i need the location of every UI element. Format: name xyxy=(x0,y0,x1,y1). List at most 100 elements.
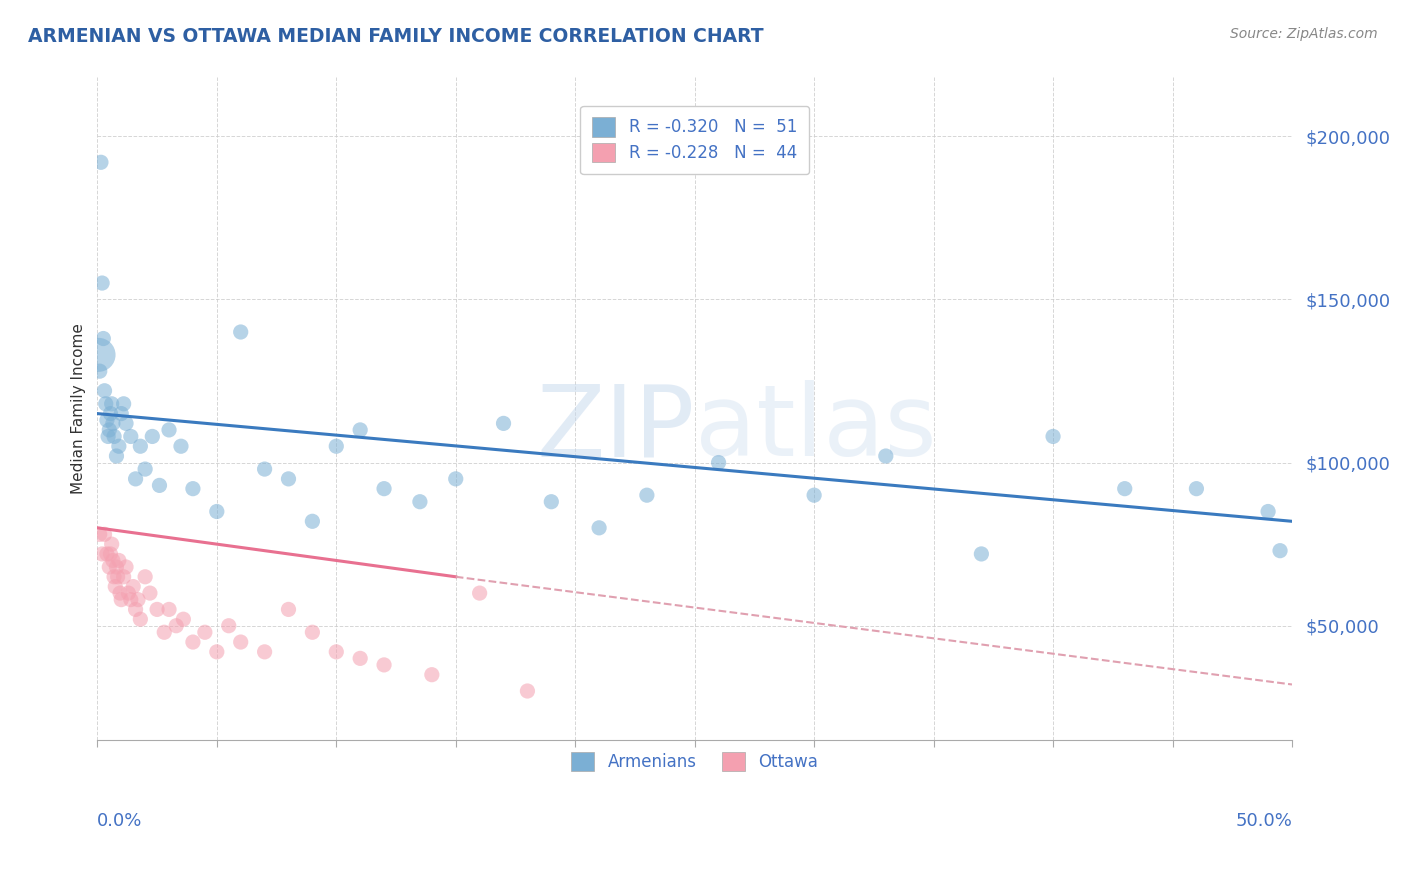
Point xyxy=(139,586,162,600)
Point xyxy=(707,456,730,470)
Point xyxy=(588,521,610,535)
Point xyxy=(1185,482,1208,496)
Point xyxy=(120,592,142,607)
Point xyxy=(373,482,395,496)
Point xyxy=(107,570,129,584)
Point xyxy=(108,553,131,567)
Point xyxy=(636,488,658,502)
Point xyxy=(105,449,128,463)
Point xyxy=(165,618,187,632)
Point xyxy=(103,429,125,443)
Point xyxy=(229,325,252,339)
Y-axis label: Median Family Income: Median Family Income xyxy=(72,323,86,494)
Point xyxy=(134,570,156,584)
Point xyxy=(146,602,169,616)
Point xyxy=(349,651,371,665)
Point xyxy=(253,462,276,476)
Point xyxy=(97,429,120,443)
Text: 0.0%: 0.0% xyxy=(97,812,143,830)
Point xyxy=(124,472,146,486)
Point xyxy=(103,570,125,584)
Point xyxy=(100,407,122,421)
Text: Source: ZipAtlas.com: Source: ZipAtlas.com xyxy=(1230,27,1378,41)
Point xyxy=(98,560,121,574)
Point xyxy=(516,684,538,698)
Point xyxy=(181,635,204,649)
Point xyxy=(409,494,432,508)
Point xyxy=(93,384,115,398)
Point xyxy=(205,504,228,518)
Legend: Armenians, Ottawa: Armenians, Ottawa xyxy=(564,746,825,778)
Point xyxy=(181,482,204,496)
Point xyxy=(129,439,152,453)
Point xyxy=(91,276,114,290)
Point xyxy=(110,407,132,421)
Point xyxy=(89,364,111,378)
Point xyxy=(104,580,127,594)
Point xyxy=(129,612,152,626)
Point xyxy=(100,397,122,411)
Point xyxy=(253,645,276,659)
Point xyxy=(91,332,114,346)
Text: ZIP: ZIP xyxy=(536,380,695,477)
Point xyxy=(1114,482,1136,496)
Point xyxy=(492,417,515,431)
Point xyxy=(100,537,122,551)
Point xyxy=(172,612,194,626)
Point xyxy=(277,472,299,486)
Point xyxy=(122,580,145,594)
Point xyxy=(141,429,163,443)
Point xyxy=(229,635,252,649)
Point xyxy=(127,592,149,607)
Point xyxy=(101,553,124,567)
Point xyxy=(540,494,562,508)
Point xyxy=(157,423,180,437)
Point xyxy=(444,472,467,486)
Text: ARMENIAN VS OTTAWA MEDIAN FAMILY INCOME CORRELATION CHART: ARMENIAN VS OTTAWA MEDIAN FAMILY INCOME … xyxy=(28,27,763,45)
Point xyxy=(101,417,124,431)
Point xyxy=(94,397,117,411)
Point xyxy=(112,397,135,411)
Point xyxy=(110,592,132,607)
Point xyxy=(115,417,138,431)
Point xyxy=(218,618,240,632)
Point xyxy=(98,423,121,437)
Point xyxy=(100,547,122,561)
Point xyxy=(468,586,491,600)
Point xyxy=(89,527,111,541)
Point xyxy=(325,645,347,659)
Point xyxy=(194,625,217,640)
Point xyxy=(120,429,142,443)
Point xyxy=(124,602,146,616)
Point xyxy=(91,547,114,561)
Text: atlas: atlas xyxy=(695,380,936,477)
Point xyxy=(153,625,176,640)
Point xyxy=(157,602,180,616)
Point xyxy=(349,423,371,437)
Point xyxy=(134,462,156,476)
Point xyxy=(105,560,128,574)
Point xyxy=(301,625,323,640)
Point xyxy=(87,348,110,362)
Point xyxy=(420,667,443,681)
Point xyxy=(93,527,115,541)
Point xyxy=(803,488,825,502)
Point xyxy=(1042,429,1064,443)
Point xyxy=(148,478,170,492)
Point xyxy=(108,586,131,600)
Point xyxy=(875,449,897,463)
Point xyxy=(301,514,323,528)
Point xyxy=(970,547,993,561)
Point xyxy=(112,570,135,584)
Point xyxy=(96,413,118,427)
Point xyxy=(90,155,112,169)
Point xyxy=(205,645,228,659)
Point xyxy=(325,439,347,453)
Point xyxy=(117,586,139,600)
Point xyxy=(170,439,193,453)
Text: 50.0%: 50.0% xyxy=(1234,812,1292,830)
Point xyxy=(277,602,299,616)
Point xyxy=(115,560,138,574)
Point xyxy=(1268,543,1291,558)
Point xyxy=(96,547,118,561)
